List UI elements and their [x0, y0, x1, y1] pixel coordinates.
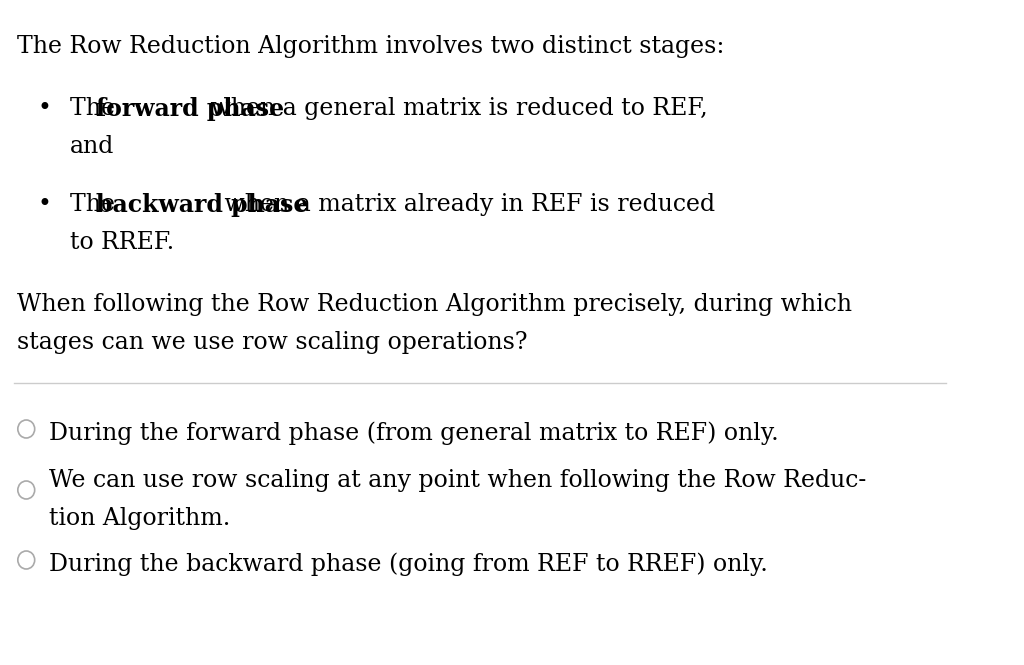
Text: forward phase: forward phase: [95, 97, 284, 121]
Text: The: The: [71, 193, 123, 216]
Text: The Row Reduction Algorithm involves two distinct stages:: The Row Reduction Algorithm involves two…: [16, 35, 724, 58]
Text: when a matrix already in REF is reduced: when a matrix already in REF is reduced: [216, 193, 715, 216]
Text: During the backward phase (going from REF to RREF) only.: During the backward phase (going from RE…: [49, 552, 768, 575]
Text: We can use row scaling at any point when following the Row Reduc-: We can use row scaling at any point when…: [49, 469, 866, 492]
Text: tion Algorithm.: tion Algorithm.: [49, 507, 230, 530]
Text: when a general matrix is reduced to REF,: when a general matrix is reduced to REF,: [203, 97, 708, 120]
Text: During the forward phase (from general matrix to REF) only.: During the forward phase (from general m…: [49, 421, 778, 444]
Text: When following the Row Reduction Algorithm precisely, during which: When following the Row Reduction Algorit…: [16, 293, 852, 316]
Text: The: The: [71, 97, 123, 120]
Text: •: •: [38, 97, 51, 120]
Text: •: •: [38, 193, 51, 216]
Text: stages can we use row scaling operations?: stages can we use row scaling operations…: [16, 331, 527, 354]
Text: to RREF.: to RREF.: [71, 231, 174, 254]
Text: backward phase: backward phase: [95, 193, 308, 217]
Text: and: and: [71, 135, 115, 158]
